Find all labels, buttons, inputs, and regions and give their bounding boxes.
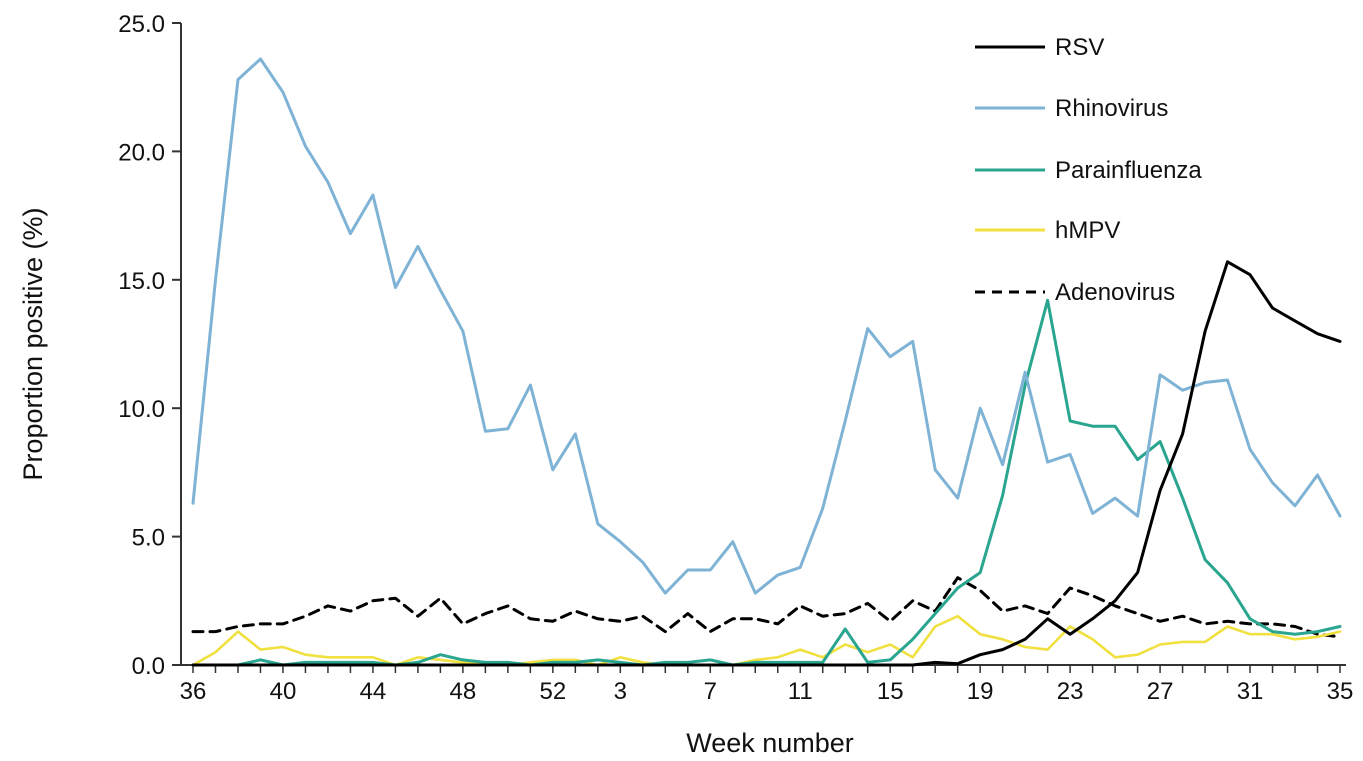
x-tick-label: 3 [614,678,627,705]
x-tick-label: 48 [450,678,477,705]
y-tick-label: 10.0 [118,396,165,423]
legend-label-rhinovirus: Rhinovirus [1055,95,1168,122]
x-tick-label: 11 [788,678,813,705]
x-tick-label: 52 [539,678,566,705]
y-tick-label: 15.0 [118,268,165,295]
x-tick-label: 35 [1327,678,1354,705]
y-tick-label: 5.0 [132,525,165,552]
legend-label-rsv: RSV [1055,34,1104,61]
chart-axes: 0.0 5.0 10.0 15.0 20.0 25.0 36 40 44 48 52 3 7 11 15 19… [118,11,1353,705]
y-axis-title: Proportion positive (%) [18,207,48,480]
y-tick-label: 0.0 [132,653,165,680]
legend-label-parainfluenza: Parainfluenza [1055,157,1202,184]
series-line-rsv [191,260,1342,667]
y-tick-label: 20.0 [118,139,165,166]
series-line-parainfluenza [191,298,1342,667]
x-tick-label: 36 [180,678,207,705]
legend-label-adenovirus: Adenovirus [1055,279,1175,306]
x-tick-label: 44 [360,678,387,705]
x-tick-label: 40 [270,678,297,705]
x-axis-title: Week number [686,728,854,758]
legend-label-hmpv: hMPV [1055,217,1120,244]
series-line-rhinovirus [191,57,1342,595]
series-line-adenovirus [191,576,1342,639]
chart-legend: RSV Rhinovirus Parainfluenza hMPV Adenovirus [975,34,1202,306]
chart-series [191,57,1342,667]
series-line-hmpv [191,614,1342,667]
x-tick-label: 19 [967,678,994,705]
x-tick-label: 27 [1147,678,1174,705]
x-tick-label: 7 [704,678,717,705]
x-tick-label: 31 [1237,678,1264,705]
y-tick-label: 25.0 [118,11,165,38]
x-tick-label: 23 [1057,678,1084,705]
x-tick-label: 15 [877,678,904,705]
